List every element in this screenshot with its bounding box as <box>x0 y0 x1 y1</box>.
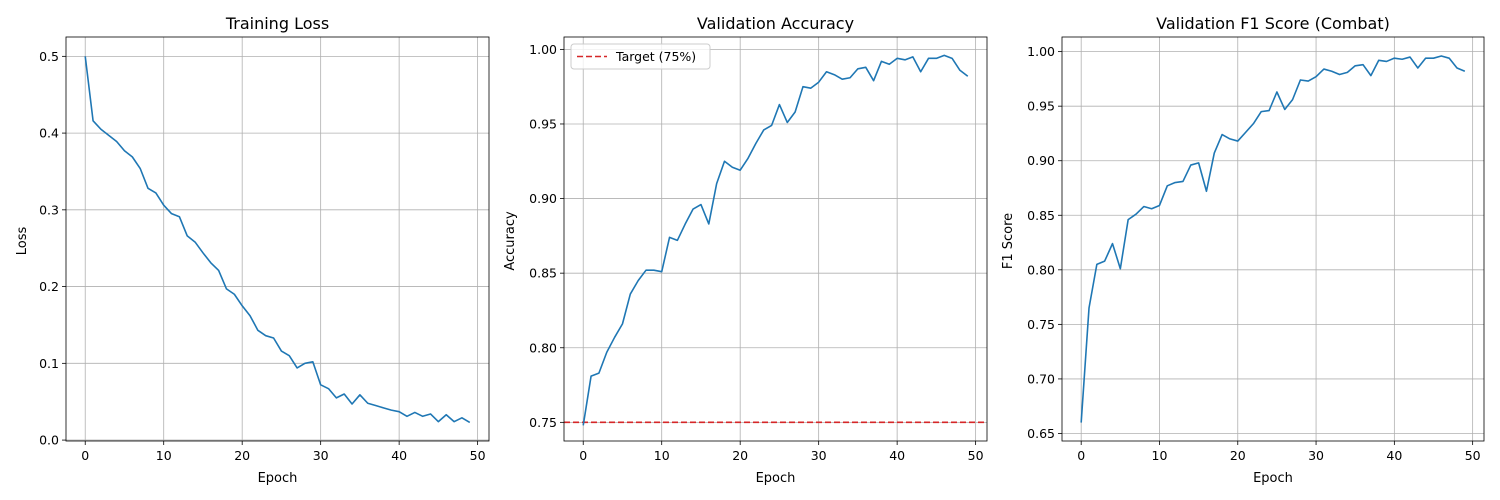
y-tick-label: 0.4 <box>39 126 59 141</box>
x-tick-label: 40 <box>391 448 407 463</box>
plot-area-0: 0 10 20 30 40 50 0.0 0.1 0.2 0.3 0.4 0.5 <box>39 36 490 463</box>
x-tick-label: 30 <box>811 448 827 463</box>
y-axis-label: Accuracy <box>503 211 518 271</box>
y-tick-label: 0.2 <box>39 279 59 294</box>
y-tick-label: 0.75 <box>529 415 557 430</box>
x-tick-label: 10 <box>156 448 172 463</box>
y-tick-label: 0.85 <box>529 266 557 281</box>
chart-title: Validation F1 Score (Combat) <box>1156 14 1390 33</box>
chart-title: Training Loss <box>225 14 329 33</box>
plot-area-1: 0 10 20 30 40 50 0.75 0.80 0.85 0.90 0.95 1.00 <box>529 36 988 463</box>
x-tick-label: 0 <box>81 448 89 463</box>
y-tick-label: 0.1 <box>39 356 59 371</box>
x-tick-label: 30 <box>313 448 329 463</box>
chart-title: Validation Accuracy <box>697 14 854 33</box>
y-tick-label: 1.00 <box>529 42 557 57</box>
y-tick-label: 0.70 <box>1027 371 1055 386</box>
y-tick-label: 0.85 <box>1027 208 1055 223</box>
panel-training-loss: Training Loss Epoch Loss <box>15 14 329 486</box>
x-tick-label: 50 <box>1465 448 1481 463</box>
x-tick-label: 50 <box>470 448 486 463</box>
x-axis-label: Epoch <box>756 471 796 486</box>
y-tick-label: 0.75 <box>1027 317 1055 332</box>
axes-frame <box>1061 36 1485 442</box>
x-tick-label: 20 <box>234 448 250 463</box>
x-axis-label: Epoch <box>258 471 298 486</box>
axes-frame <box>563 36 988 442</box>
y-tick-label: 0.90 <box>529 191 557 206</box>
y-tick-label: 0.65 <box>1027 426 1055 441</box>
panel-validation-f1-score: Validation F1 Score (Combat) Epoch F1 Sc… <box>1001 14 1390 486</box>
y-tick-label: 0.95 <box>529 116 557 131</box>
legend: Target (75%) <box>570 43 711 70</box>
legend-box <box>570 43 711 70</box>
y-tick-label: 0.80 <box>1027 262 1055 277</box>
x-axis-label: Epoch <box>1253 471 1293 486</box>
y-axis-label: F1 Score <box>1001 213 1016 269</box>
y-tick-label: 0.0 <box>39 433 59 448</box>
x-tick-label: 30 <box>1308 448 1324 463</box>
x-tick-label: 40 <box>889 448 905 463</box>
series-line-0 <box>1080 55 1466 423</box>
panel-validation-accuracy: Validation Accuracy Epoch Accuracy <box>503 14 854 486</box>
series-line-0 <box>582 54 969 426</box>
legend-label-target: Target (75%) <box>615 49 696 64</box>
y-tick-label: 0.5 <box>39 49 59 64</box>
x-tick-label: 50 <box>968 448 984 463</box>
axes-frame <box>65 36 490 442</box>
x-tick-label: 0 <box>1077 448 1085 463</box>
x-tick-label: 10 <box>654 448 670 463</box>
y-tick-label: 0.90 <box>1027 153 1055 168</box>
x-tick-label: 20 <box>1230 448 1246 463</box>
y-tick-label: 0.95 <box>1027 99 1055 114</box>
x-tick-label: 20 <box>732 448 748 463</box>
x-tick-label: 0 <box>579 448 587 463</box>
y-axis-label: Loss <box>15 227 30 256</box>
y-tick-label: 1.00 <box>1027 44 1055 59</box>
series-line-0 <box>84 56 471 424</box>
x-tick-label: 40 <box>1386 448 1402 463</box>
x-tick-label: 10 <box>1152 448 1168 463</box>
y-tick-label: 0.80 <box>529 340 557 355</box>
y-tick-label: 0.3 <box>39 202 59 217</box>
plot-area-2: 0 10 20 30 40 50 0.65 0.70 0.75 0.80 0.85 0.90 0.95 1… <box>1027 36 1485 463</box>
